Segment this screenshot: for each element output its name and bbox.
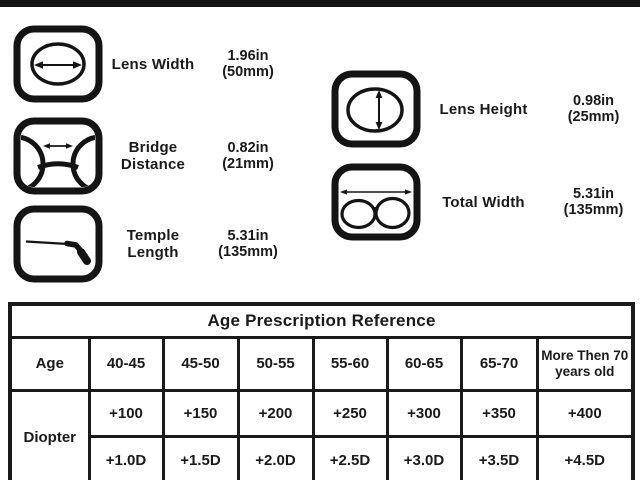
diopter-value-cell: +100 xyxy=(87,388,165,438)
diopter-header-cell: Diopter xyxy=(8,388,91,480)
diopter-value-cell: +350 xyxy=(459,388,539,438)
diopter-value-cell: +250 xyxy=(311,388,389,438)
measurement-value: 5.31in (135mm) xyxy=(546,186,640,219)
age-range-cell: 55-60 xyxy=(311,335,389,392)
measurement-label: Lens Width xyxy=(111,55,195,73)
diopter-d-value-cell: +2.5D xyxy=(311,434,389,480)
measurement-label: Lens Height xyxy=(439,100,528,118)
measurement-value: 0.82in (21mm) xyxy=(203,140,293,173)
age-range-cell: 65-70 xyxy=(459,335,539,392)
diopter-d-value-cell: +3.5D xyxy=(459,434,539,480)
lens-height-icon xyxy=(331,70,421,148)
diopter-value-cell: +150 xyxy=(161,388,240,438)
bridge-distance-icon xyxy=(13,117,103,195)
age-range-cell: 50-55 xyxy=(236,335,315,392)
diopter-d-value-cell: +2.0D xyxy=(236,434,315,480)
diopter-d-value-cell: +3.0D xyxy=(385,434,463,480)
value-millimeters: (135mm) xyxy=(218,244,278,260)
age-range-cell: 45-50 xyxy=(161,335,240,392)
table-title: Age Prescription Reference xyxy=(8,302,635,339)
measurement-label: Temple Length xyxy=(126,227,180,261)
diopter-value-cell: +400 xyxy=(535,388,635,438)
value-inches: 1.96in xyxy=(227,47,269,64)
measurement-label: Total Width xyxy=(442,193,525,211)
measurement-value: 1.96in (50mm) xyxy=(203,48,293,81)
value-millimeters: (135mm) xyxy=(563,202,624,218)
diopter-d-value-cell: +4.5D xyxy=(535,434,635,480)
value-inches: 5.31in xyxy=(572,185,615,202)
measurement-row-temple-length: Temple Length 5.31in (135mm) xyxy=(13,205,293,283)
measurement-row-total-width: Total Width 5.31in (135mm) xyxy=(331,163,640,241)
lens-width-icon xyxy=(13,25,103,103)
value-millimeters: (21mm) xyxy=(222,156,274,172)
age-range-cell: 60-65 xyxy=(385,335,463,392)
top-divider-bar xyxy=(0,0,640,7)
measurement-value: 0.98in (25mm) xyxy=(546,93,640,126)
age-range-cell: More Then 70 years old xyxy=(535,335,635,392)
total-width-icon xyxy=(331,163,421,241)
value-millimeters: (50mm) xyxy=(222,64,274,80)
measurement-row-lens-height: Lens Height 0.98in (25mm) xyxy=(331,70,640,148)
value-millimeters: (25mm) xyxy=(567,109,620,125)
age-prescription-table: Age Prescription Reference Age 40-45 45-… xyxy=(8,302,636,480)
diopter-value-cell: +200 xyxy=(236,388,315,438)
measurement-row-bridge-distance: Bridge Distance 0.82in (21mm) xyxy=(13,117,293,195)
measurement-label: Bridge Distance xyxy=(120,139,186,173)
diopter-d-value-cell: +1.5D xyxy=(161,434,240,480)
value-inches: 0.98in xyxy=(572,92,615,109)
value-inches: 0.82in xyxy=(227,139,269,156)
measurement-value: 5.31in (135mm) xyxy=(203,228,293,261)
diopter-d-value-cell: +1.0D xyxy=(87,434,165,480)
measurement-row-lens-width: Lens Width 1.96in (50mm) xyxy=(13,25,293,103)
diopter-value-cell: +300 xyxy=(385,388,463,438)
temple-length-icon xyxy=(13,205,103,283)
value-inches: 5.31in xyxy=(227,227,269,244)
age-range-cell: 40-45 xyxy=(87,335,165,392)
age-header-cell: Age xyxy=(8,335,91,392)
